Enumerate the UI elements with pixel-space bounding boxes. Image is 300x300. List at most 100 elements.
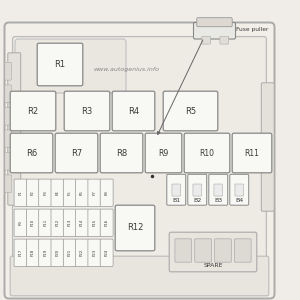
FancyBboxPatch shape xyxy=(5,85,11,103)
Text: F21: F21 xyxy=(68,249,72,256)
FancyBboxPatch shape xyxy=(10,91,56,131)
FancyBboxPatch shape xyxy=(10,133,53,173)
FancyBboxPatch shape xyxy=(5,130,11,148)
Text: F3: F3 xyxy=(43,190,47,195)
FancyBboxPatch shape xyxy=(188,174,207,205)
Text: F7: F7 xyxy=(92,190,96,195)
FancyBboxPatch shape xyxy=(193,184,202,196)
Text: F19: F19 xyxy=(43,249,47,256)
FancyBboxPatch shape xyxy=(10,256,269,296)
Text: F13: F13 xyxy=(68,219,72,226)
Text: F12: F12 xyxy=(56,219,59,226)
FancyBboxPatch shape xyxy=(197,18,232,27)
FancyBboxPatch shape xyxy=(26,209,39,236)
Text: F1: F1 xyxy=(19,190,22,195)
Text: F15: F15 xyxy=(92,219,96,226)
Text: F14: F14 xyxy=(80,219,84,226)
FancyBboxPatch shape xyxy=(230,174,249,205)
FancyBboxPatch shape xyxy=(51,209,64,236)
FancyBboxPatch shape xyxy=(64,91,110,131)
FancyBboxPatch shape xyxy=(63,239,76,266)
Text: F22: F22 xyxy=(80,249,84,256)
Text: F10: F10 xyxy=(31,219,35,226)
FancyBboxPatch shape xyxy=(5,62,11,80)
Text: R6: R6 xyxy=(26,148,37,158)
FancyBboxPatch shape xyxy=(14,239,27,266)
Text: F4: F4 xyxy=(56,190,59,195)
FancyBboxPatch shape xyxy=(100,209,113,236)
FancyBboxPatch shape xyxy=(167,174,186,205)
Text: R12: R12 xyxy=(127,224,143,232)
FancyBboxPatch shape xyxy=(209,174,228,205)
FancyBboxPatch shape xyxy=(51,239,64,266)
FancyBboxPatch shape xyxy=(214,239,231,262)
FancyBboxPatch shape xyxy=(100,133,143,173)
Text: F6: F6 xyxy=(80,190,84,195)
FancyBboxPatch shape xyxy=(184,133,230,173)
Text: R5: R5 xyxy=(185,106,196,116)
Text: R4: R4 xyxy=(128,106,139,116)
Text: B2: B2 xyxy=(193,198,201,203)
Text: B3: B3 xyxy=(214,198,222,203)
FancyBboxPatch shape xyxy=(13,37,266,290)
FancyBboxPatch shape xyxy=(163,91,218,131)
Text: F11: F11 xyxy=(43,219,47,226)
FancyBboxPatch shape xyxy=(4,22,274,298)
Text: R2: R2 xyxy=(27,106,39,116)
Text: F23: F23 xyxy=(92,249,96,256)
FancyBboxPatch shape xyxy=(26,239,39,266)
Text: R7: R7 xyxy=(71,148,82,158)
FancyBboxPatch shape xyxy=(26,179,39,206)
FancyBboxPatch shape xyxy=(8,53,21,205)
Text: B1: B1 xyxy=(172,198,180,203)
Text: F17: F17 xyxy=(19,249,22,256)
FancyBboxPatch shape xyxy=(39,209,52,236)
FancyBboxPatch shape xyxy=(63,209,76,236)
Text: R8: R8 xyxy=(116,148,127,158)
FancyBboxPatch shape xyxy=(100,239,113,266)
FancyBboxPatch shape xyxy=(88,239,101,266)
Text: Fuse puller: Fuse puller xyxy=(236,28,268,32)
Text: F20: F20 xyxy=(56,249,59,256)
FancyBboxPatch shape xyxy=(261,83,274,211)
FancyBboxPatch shape xyxy=(220,36,229,44)
FancyBboxPatch shape xyxy=(195,239,212,262)
FancyBboxPatch shape xyxy=(15,39,126,93)
FancyBboxPatch shape xyxy=(145,133,182,173)
FancyBboxPatch shape xyxy=(172,184,181,196)
FancyBboxPatch shape xyxy=(234,239,251,262)
FancyBboxPatch shape xyxy=(88,209,101,236)
Text: R10: R10 xyxy=(200,148,214,158)
FancyBboxPatch shape xyxy=(88,179,101,206)
Text: F8: F8 xyxy=(105,190,109,195)
FancyBboxPatch shape xyxy=(5,175,11,193)
FancyBboxPatch shape xyxy=(76,239,88,266)
Text: R9: R9 xyxy=(158,148,169,158)
Text: F5: F5 xyxy=(68,190,72,195)
FancyBboxPatch shape xyxy=(14,209,27,236)
FancyBboxPatch shape xyxy=(5,152,11,170)
Text: www.autogenius.info: www.autogenius.info xyxy=(93,67,159,71)
FancyBboxPatch shape xyxy=(14,179,27,206)
FancyBboxPatch shape xyxy=(115,205,155,251)
FancyBboxPatch shape xyxy=(232,133,272,173)
Text: F9: F9 xyxy=(19,220,22,225)
Text: SPARE: SPARE xyxy=(203,262,223,268)
FancyBboxPatch shape xyxy=(39,179,52,206)
Text: F24: F24 xyxy=(105,249,109,256)
FancyBboxPatch shape xyxy=(51,179,64,206)
FancyBboxPatch shape xyxy=(194,22,236,39)
FancyBboxPatch shape xyxy=(169,232,257,272)
FancyBboxPatch shape xyxy=(112,91,155,131)
FancyBboxPatch shape xyxy=(202,36,211,44)
FancyBboxPatch shape xyxy=(55,133,98,173)
Text: B4: B4 xyxy=(235,198,243,203)
Text: F16: F16 xyxy=(105,219,109,226)
FancyBboxPatch shape xyxy=(235,184,244,196)
FancyBboxPatch shape xyxy=(37,43,83,86)
Text: F18: F18 xyxy=(31,249,35,256)
Text: R3: R3 xyxy=(81,106,93,116)
FancyBboxPatch shape xyxy=(5,107,11,125)
FancyBboxPatch shape xyxy=(100,179,113,206)
FancyBboxPatch shape xyxy=(76,209,88,236)
